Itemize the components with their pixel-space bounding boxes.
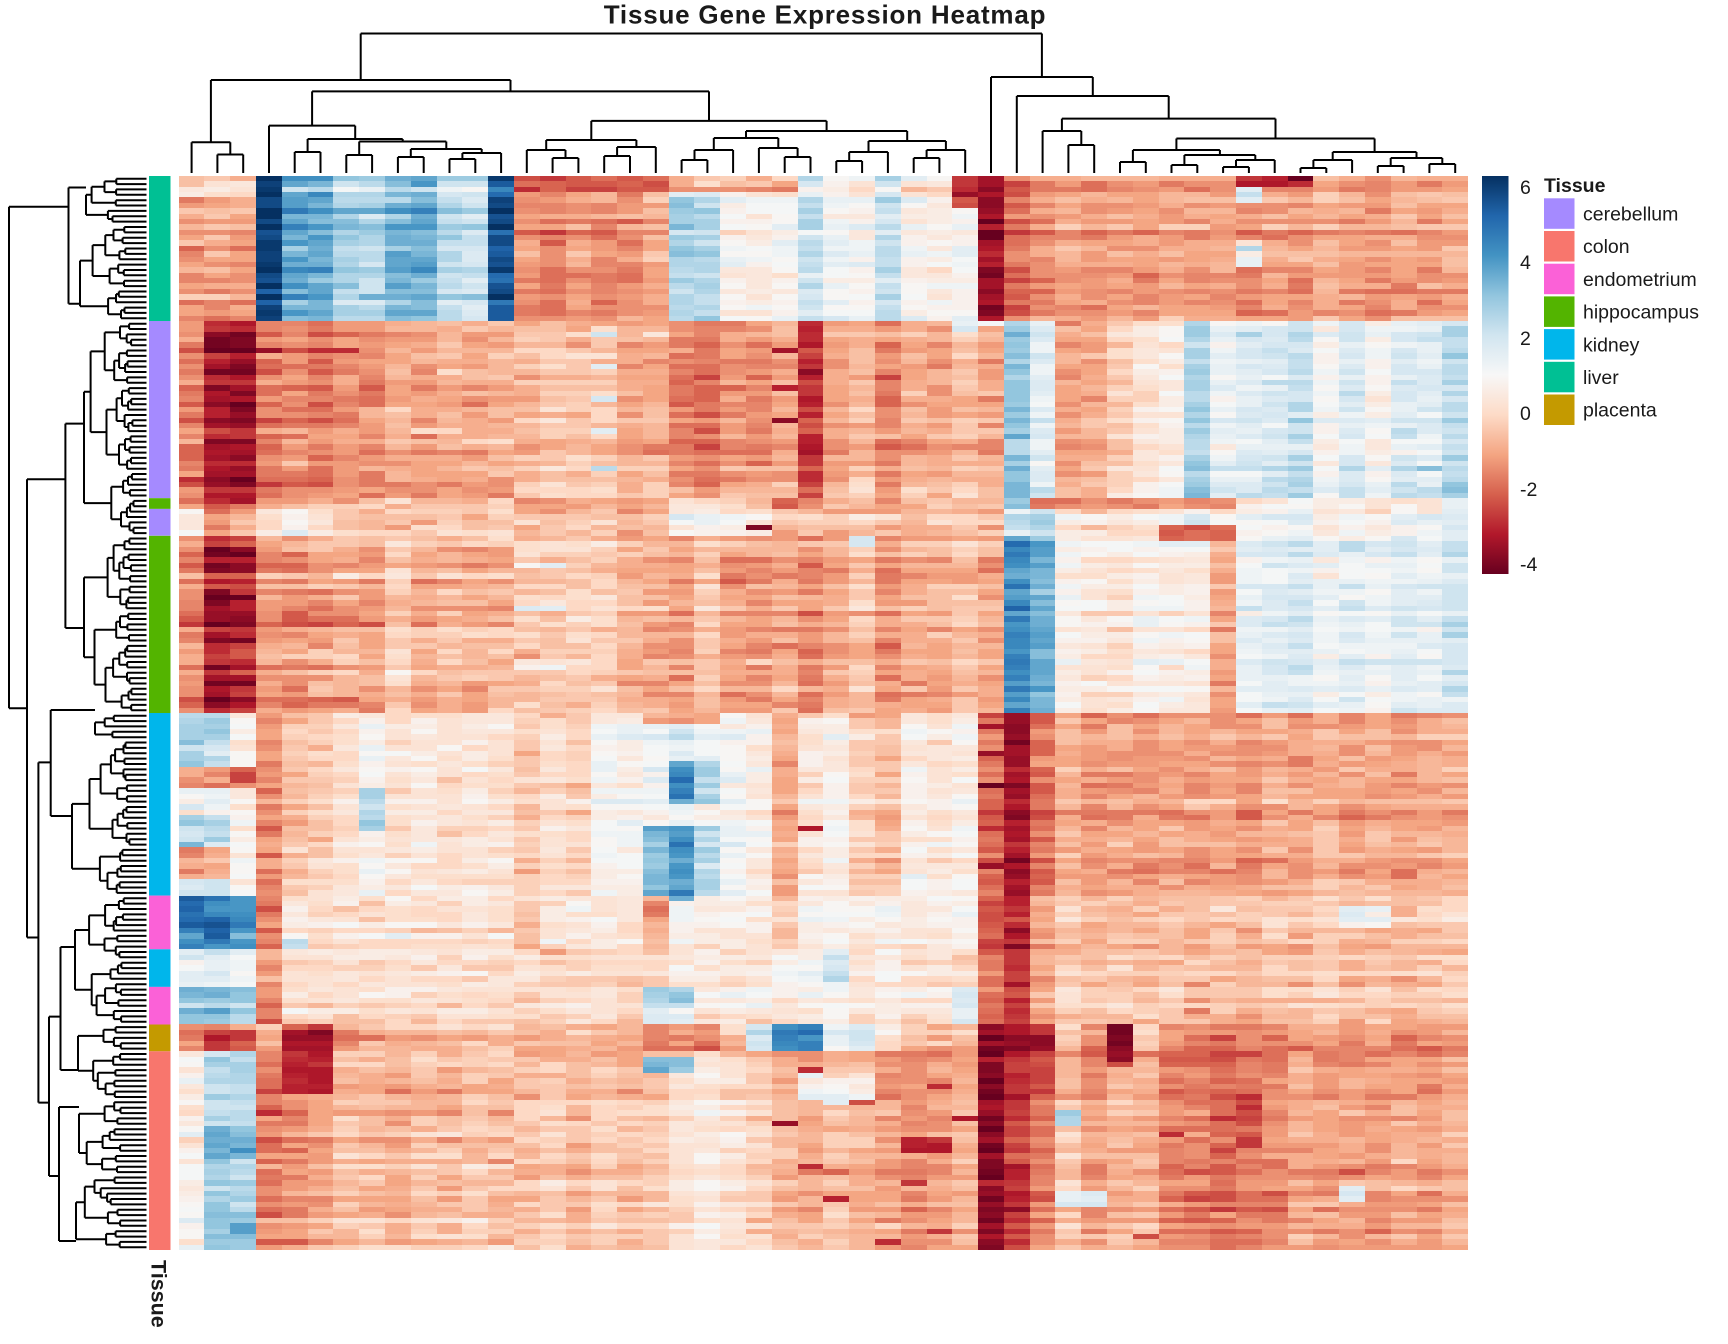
svg-text:liver: liver bbox=[1583, 367, 1619, 389]
svg-text:-4: -4 bbox=[1520, 554, 1537, 576]
svg-text:Tissue: Tissue bbox=[1544, 175, 1606, 197]
svg-text:endometrium: endometrium bbox=[1583, 269, 1697, 291]
svg-text:hippocampus: hippocampus bbox=[1583, 302, 1699, 324]
svg-text:0: 0 bbox=[1520, 403, 1531, 425]
svg-text:4: 4 bbox=[1520, 252, 1531, 274]
svg-text:placenta: placenta bbox=[1583, 400, 1657, 422]
svg-text:Tissue Gene Expression Heatmap: Tissue Gene Expression Heatmap bbox=[604, 0, 1047, 30]
svg-text:2: 2 bbox=[1520, 328, 1531, 350]
svg-text:colon: colon bbox=[1583, 236, 1630, 258]
svg-text:cerebellum: cerebellum bbox=[1583, 204, 1678, 226]
svg-text:Tissue: Tissue bbox=[147, 1260, 171, 1328]
svg-text:6: 6 bbox=[1520, 177, 1531, 199]
svg-text:kidney: kidney bbox=[1583, 334, 1640, 356]
svg-text:-2: -2 bbox=[1520, 479, 1537, 501]
